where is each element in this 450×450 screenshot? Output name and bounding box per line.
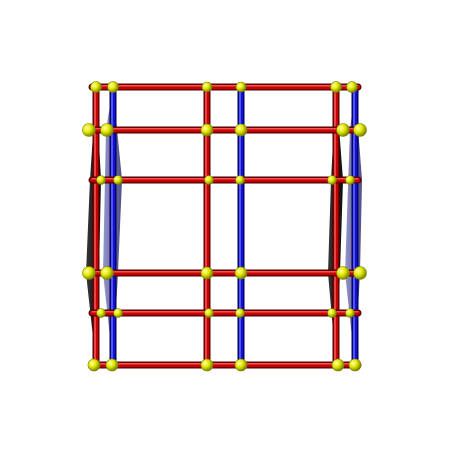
vertex-sphere: [327, 175, 337, 185]
vertex-sphere: [336, 266, 350, 280]
vertex-sphere: [353, 266, 367, 280]
vertex-sphere: [200, 123, 214, 137]
vertex-sphere: [105, 358, 119, 372]
vertex-sphere: [100, 123, 114, 137]
vertex-spheres: [82, 81, 367, 372]
vertex-sphere: [200, 266, 214, 280]
vertex-sphere: [96, 308, 106, 318]
vertex-sphere: [353, 123, 367, 137]
vertex-sphere: [87, 358, 101, 372]
vertex-sphere: [346, 81, 358, 93]
vertex-sphere: [336, 123, 350, 137]
vertex-sphere: [331, 358, 345, 372]
vertex-sphere: [200, 358, 214, 372]
vertex-sphere: [107, 81, 119, 93]
vertex-sphere: [201, 81, 213, 93]
vertex-sphere: [348, 358, 362, 372]
vertex-sphere: [234, 123, 248, 137]
vertex-sphere: [235, 81, 247, 93]
vertex-sphere: [235, 308, 245, 318]
vertex-sphere: [204, 308, 214, 318]
vertex-sphere: [90, 81, 102, 93]
front-edge-rods: [88, 83, 362, 369]
vertex-sphere: [330, 81, 342, 93]
vertex-sphere: [100, 266, 114, 280]
vertex-sphere: [96, 175, 106, 185]
vertex-sphere: [82, 123, 96, 137]
vertex-sphere: [82, 266, 96, 280]
vertex-sphere: [235, 175, 245, 185]
vertex-sphere: [234, 358, 248, 372]
vertex-sphere: [113, 175, 123, 185]
vertex-sphere: [327, 308, 337, 318]
vertex-sphere: [345, 175, 355, 185]
vertex-sphere: [345, 308, 355, 318]
vertex-sphere: [234, 266, 248, 280]
vertex-sphere: [113, 308, 123, 318]
vertex-sphere: [204, 175, 214, 185]
